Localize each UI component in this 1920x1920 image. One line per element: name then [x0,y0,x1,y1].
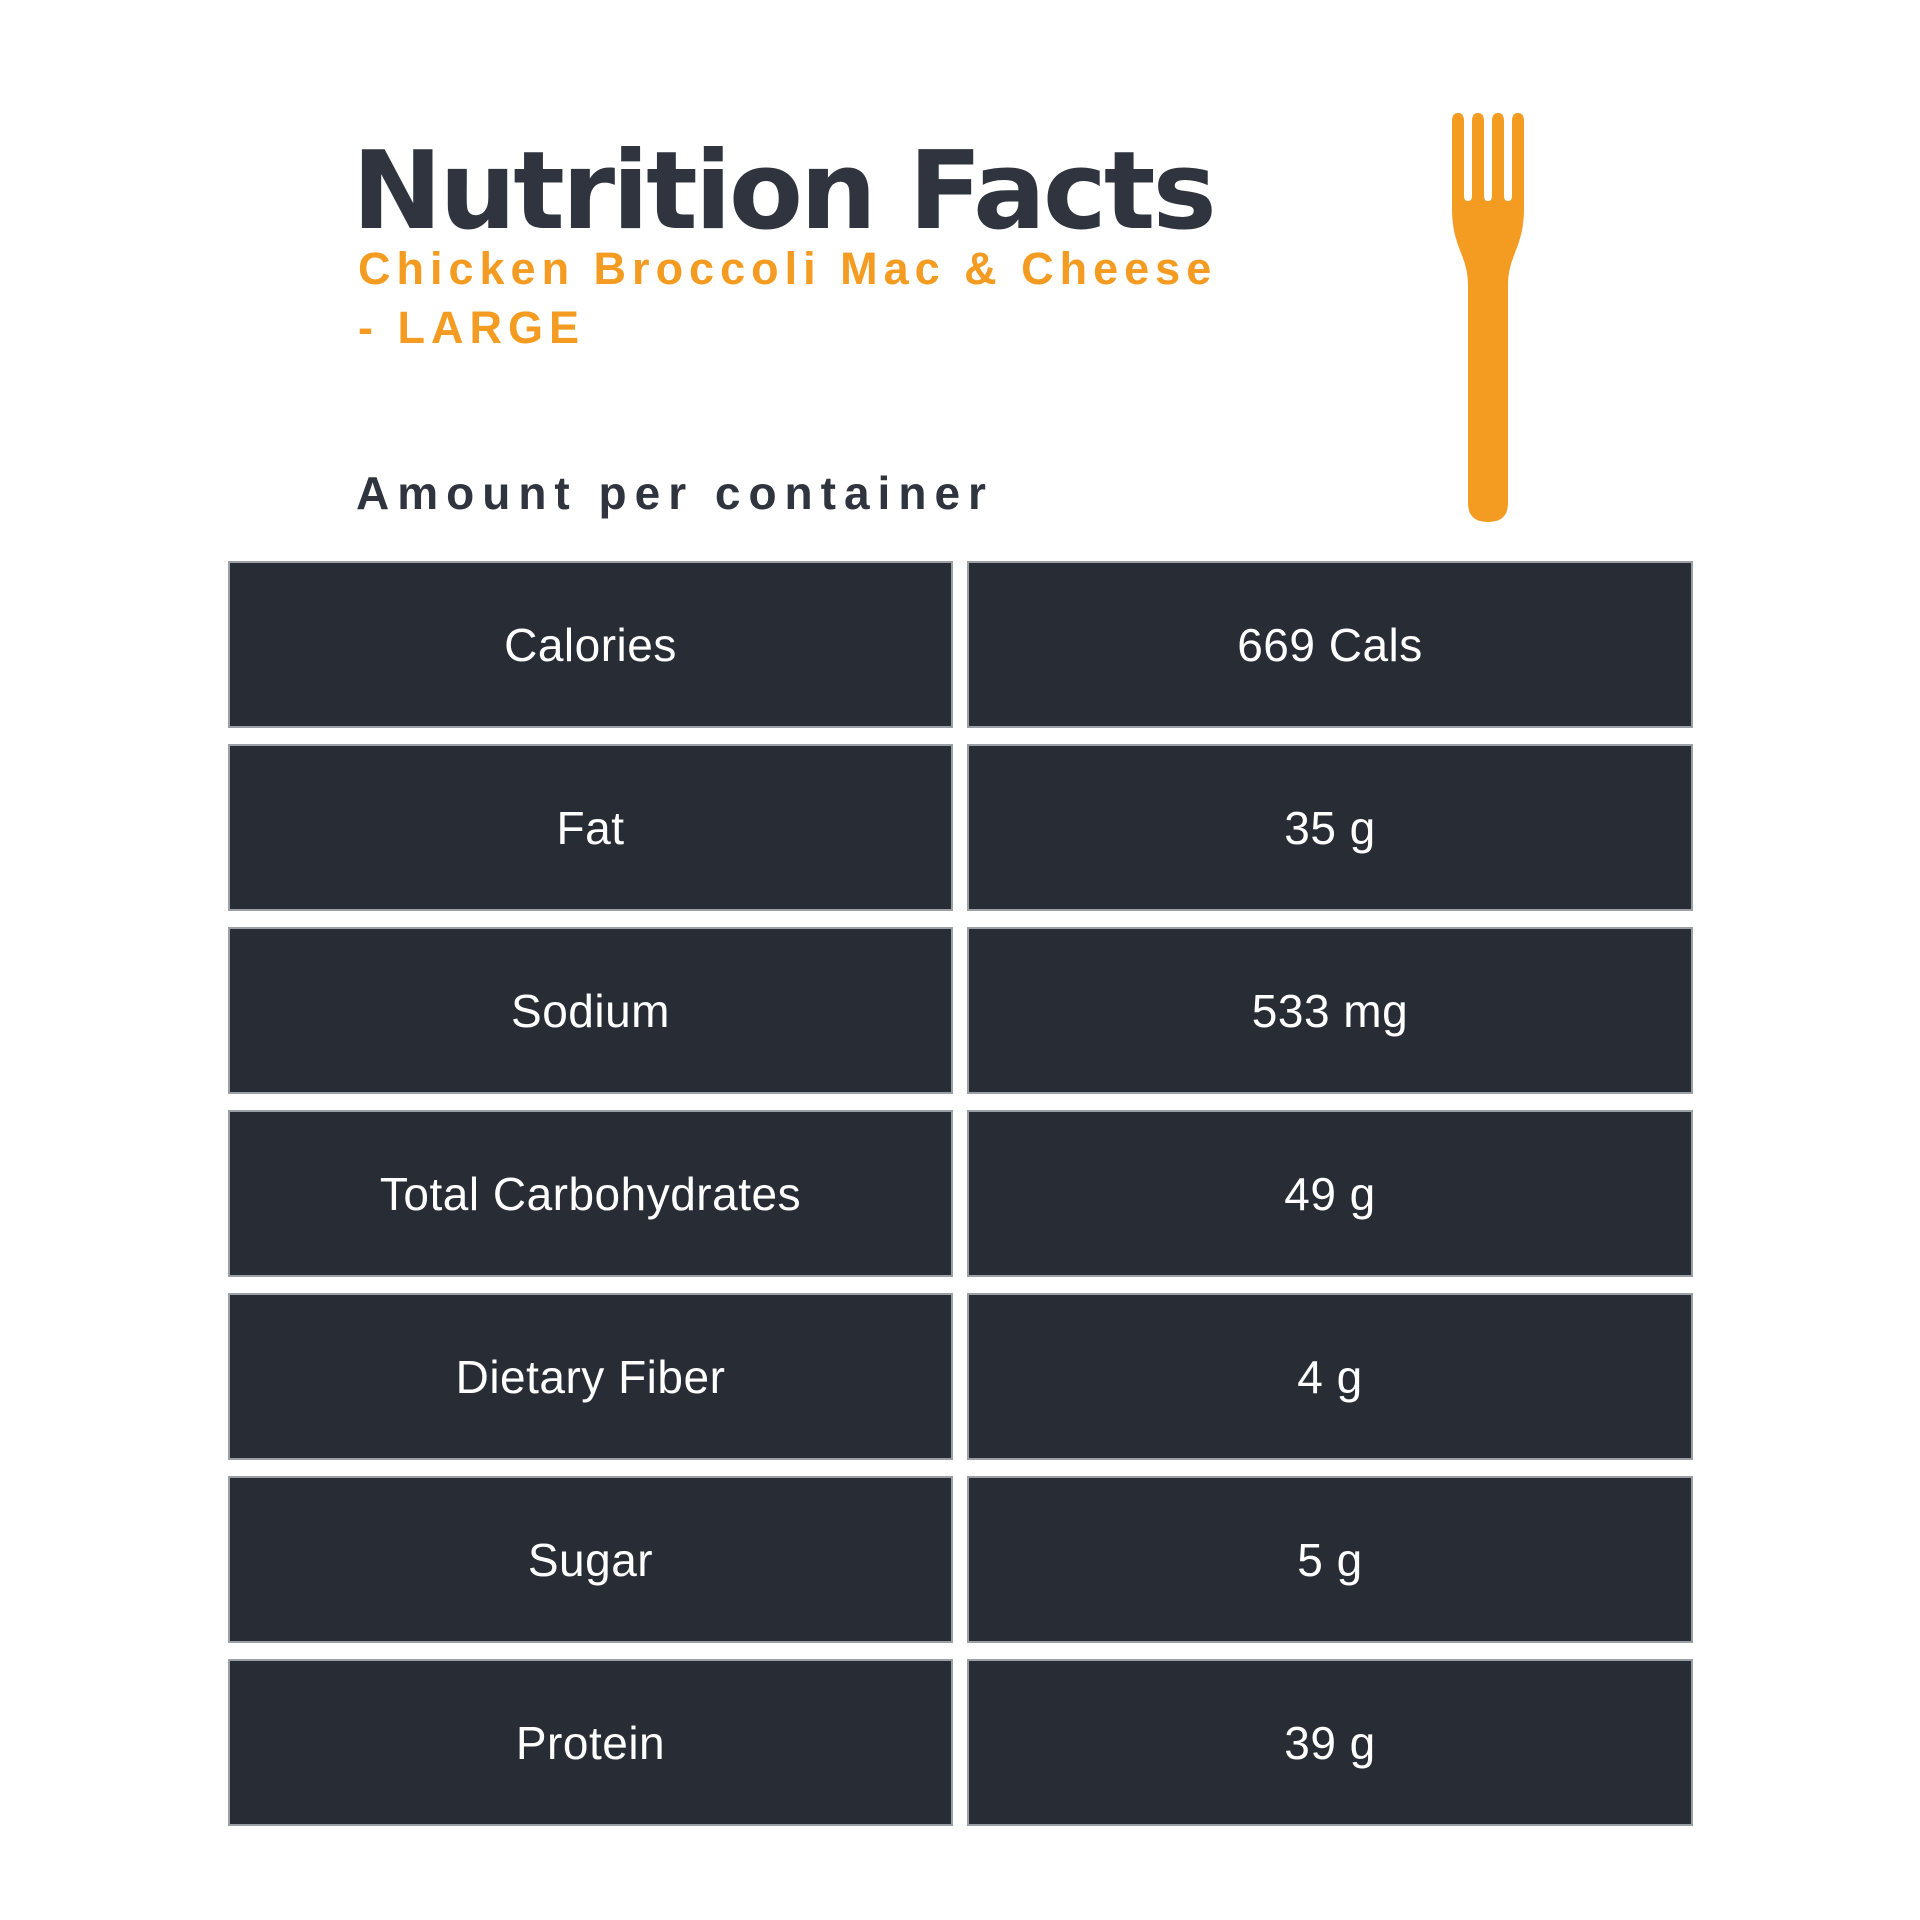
amount-per-container-label: Amount per container [356,467,994,519]
table-row: Dietary Fiber 4 g [228,1293,1693,1460]
nutrient-value-cell: 533 mg [967,927,1693,1094]
nutrient-value-cell: 4 g [967,1293,1693,1460]
nutrient-value-cell: 49 g [967,1110,1693,1277]
nutrient-label-cell: Dietary Fiber [228,1293,953,1460]
table-row: Sugar 5 g [228,1476,1693,1643]
table-row: Sodium 533 mg [228,927,1693,1094]
product-name: Chicken Broccoli Mac & Cheese - LARGE [358,240,1217,357]
product-name-line1: Chicken Broccoli Mac & Cheese [358,243,1218,294]
nutrient-value-cell: 5 g [967,1476,1693,1643]
nutrient-label-cell: Sodium [228,927,953,1094]
fork-icon [1452,113,1524,522]
nutrient-value-cell: 39 g [967,1659,1693,1826]
nutrition-table: Calories 669 Cals Fat 35 g Sodium 533 mg Total… [228,561,1693,1826]
nutrient-value-cell: 35 g [967,744,1693,911]
table-row: Total Carbohydrates 49 g [228,1110,1693,1277]
table-row: Calories 669 Cals [228,561,1693,728]
table-row: Protein 39 g [228,1659,1693,1826]
nutrient-label-cell: Sugar [228,1476,953,1643]
nutrient-label-cell: Total Carbohydrates [228,1110,953,1277]
nutrient-label-cell: Calories [228,561,953,728]
nutrient-value-cell: 669 Cals [967,561,1693,728]
page-title: Nutrition Facts [352,129,1217,254]
nutrient-label-cell: Fat [228,744,953,911]
nutrient-label-cell: Protein [228,1659,953,1826]
table-row: Fat 35 g [228,744,1693,911]
product-name-line2: - LARGE [358,301,585,353]
